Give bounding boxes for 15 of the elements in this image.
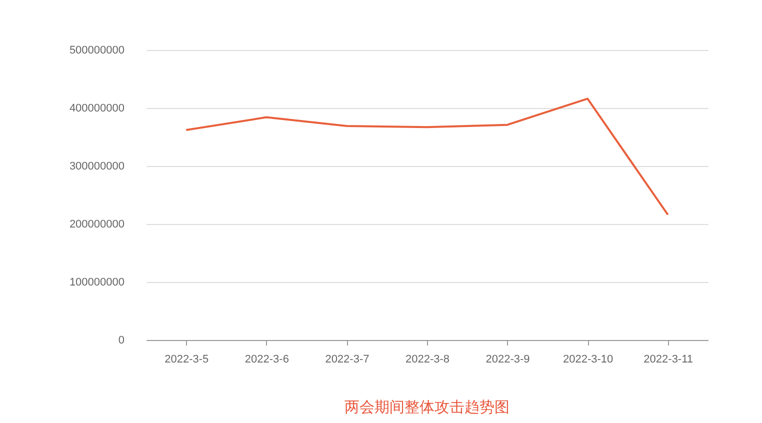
y-tick-label: 0 — [118, 334, 124, 346]
x-tick-label: 2022-3-8 — [405, 354, 450, 366]
line-series — [185, 98, 669, 216]
y-tick-label: 300000000 — [69, 160, 124, 172]
y-tick-label: 500000000 — [69, 44, 124, 56]
y-tick-label: 200000000 — [69, 218, 124, 230]
x-tick-label: 2022-3-10 — [562, 354, 614, 366]
y-tick-label: 400000000 — [69, 102, 124, 114]
text: 两会期间整体攻击趋势图 — [344, 398, 510, 416]
x-tick-label: 2022-3-7 — [325, 354, 370, 366]
x-tick-label: 2022-3-6 — [244, 354, 289, 366]
x-tick-label: 2022-3-11 — [644, 354, 694, 366]
x-tick-label: 2022-3-9 — [486, 354, 530, 366]
y-tick-label: 100000000 — [69, 276, 124, 288]
x-tick-label: 2022-3-5 — [164, 354, 209, 366]
